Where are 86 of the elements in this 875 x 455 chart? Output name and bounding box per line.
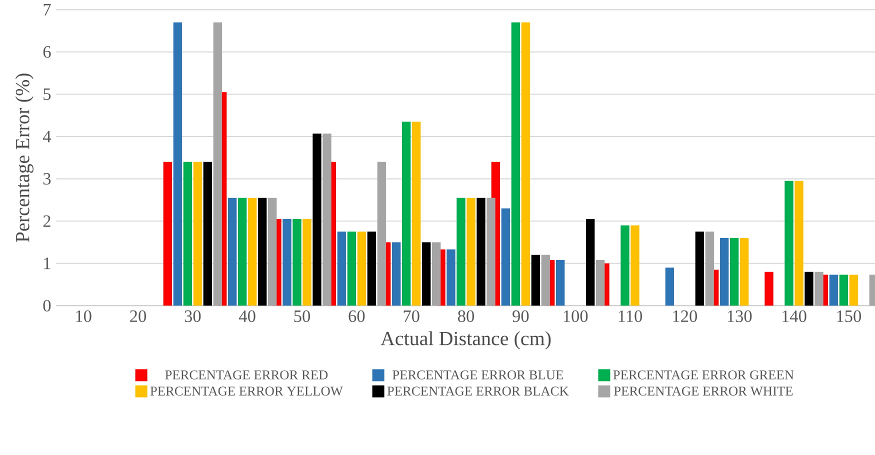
- bar: [586, 218, 595, 306]
- bar: [402, 122, 411, 306]
- y-tick-label: 7: [44, 4, 51, 16]
- legend-label: PERCENTAGE ERROR BLACK: [387, 386, 569, 396]
- bar: [541, 254, 550, 306]
- legend-label: PERCENTAGE ERROR WHITE: [614, 386, 793, 396]
- bar: [804, 272, 814, 306]
- bar: [282, 218, 292, 306]
- y-tick-label: 3: [43, 172, 51, 185]
- bar: [740, 238, 749, 306]
- x-tick-label: 40: [239, 310, 256, 322]
- bar: [501, 208, 510, 306]
- bar: [432, 242, 441, 306]
- bar: [292, 218, 302, 306]
- bar: [258, 198, 267, 306]
- bar: [367, 232, 376, 306]
- bar: [203, 162, 212, 306]
- x-tick-label: 140: [782, 310, 806, 322]
- bar: [511, 22, 520, 306]
- x-tick-label: 150: [837, 310, 862, 322]
- bar: [556, 260, 565, 306]
- bar: [531, 254, 540, 306]
- bar: [377, 162, 386, 306]
- bar: [337, 232, 346, 306]
- bar: [238, 198, 247, 306]
- bar: [312, 134, 322, 306]
- legend-label: PERCENTAGE ERROR RED: [165, 370, 328, 380]
- bar: [173, 22, 182, 306]
- x-tick-label: 70: [404, 310, 420, 322]
- x-tick-label: 20: [130, 310, 146, 322]
- x-tick-label: 60: [348, 310, 365, 322]
- bar: [695, 232, 704, 306]
- bar: [720, 238, 729, 306]
- bar: [456, 198, 466, 306]
- x-tick-label: 100: [564, 310, 588, 322]
- y-tick-label: 6: [43, 46, 51, 58]
- bar: [849, 274, 858, 306]
- bar: [347, 232, 356, 306]
- bar: [596, 260, 605, 306]
- bar: [665, 268, 674, 306]
- bar: [193, 162, 202, 306]
- bar: [228, 198, 237, 306]
- bar: [730, 238, 739, 306]
- bar: [620, 225, 630, 306]
- bar: [784, 180, 794, 306]
- bar: [476, 198, 486, 306]
- bar: [521, 22, 530, 306]
- bar: [794, 180, 804, 306]
- bar: [839, 274, 848, 306]
- bar: [829, 274, 838, 306]
- bar: [466, 198, 476, 306]
- y-tick-label: 5: [44, 88, 51, 100]
- bar: [764, 272, 774, 306]
- bar: [357, 232, 366, 306]
- bar: [302, 218, 312, 306]
- bar: [213, 22, 222, 306]
- y-tick-label: 2: [43, 215, 50, 227]
- y-tick-label: 1: [44, 258, 50, 270]
- legend-label: PERCENTAGE ERROR BLUE: [392, 370, 564, 380]
- x-tick-label: 120: [673, 310, 698, 322]
- bar: [248, 198, 257, 306]
- bar: [446, 249, 456, 306]
- bar: [268, 198, 277, 306]
- x-tick-label: 110: [618, 310, 642, 322]
- bar: [412, 122, 421, 306]
- x-tick-label: 130: [728, 310, 752, 322]
- x-tick-label: 30: [184, 310, 201, 322]
- bar: [630, 225, 640, 306]
- bar: [705, 232, 714, 306]
- x-tick-label: 80: [458, 310, 474, 322]
- y-tick-label: 4: [42, 130, 52, 142]
- bar: [422, 242, 431, 306]
- x-tick-label: 90: [512, 310, 529, 322]
- bar: [322, 134, 332, 306]
- y-tick-label: 0: [43, 300, 51, 312]
- legend-label: PERCENTAGE ERROR GREEN: [613, 370, 794, 380]
- bar: [392, 242, 401, 306]
- x-axis-title: Actual Distance (cm): [380, 331, 551, 350]
- legend-label: PERCENTAGE ERROR YELLOW: [150, 386, 343, 396]
- bar: [183, 162, 192, 306]
- x-tick-label: 10: [76, 310, 92, 322]
- x-tick-label: 50: [294, 310, 310, 322]
- bar: [814, 272, 824, 306]
- bar: [486, 198, 496, 306]
- y-axis-title: Percentage Error (%): [15, 74, 34, 242]
- bar: [163, 162, 172, 306]
